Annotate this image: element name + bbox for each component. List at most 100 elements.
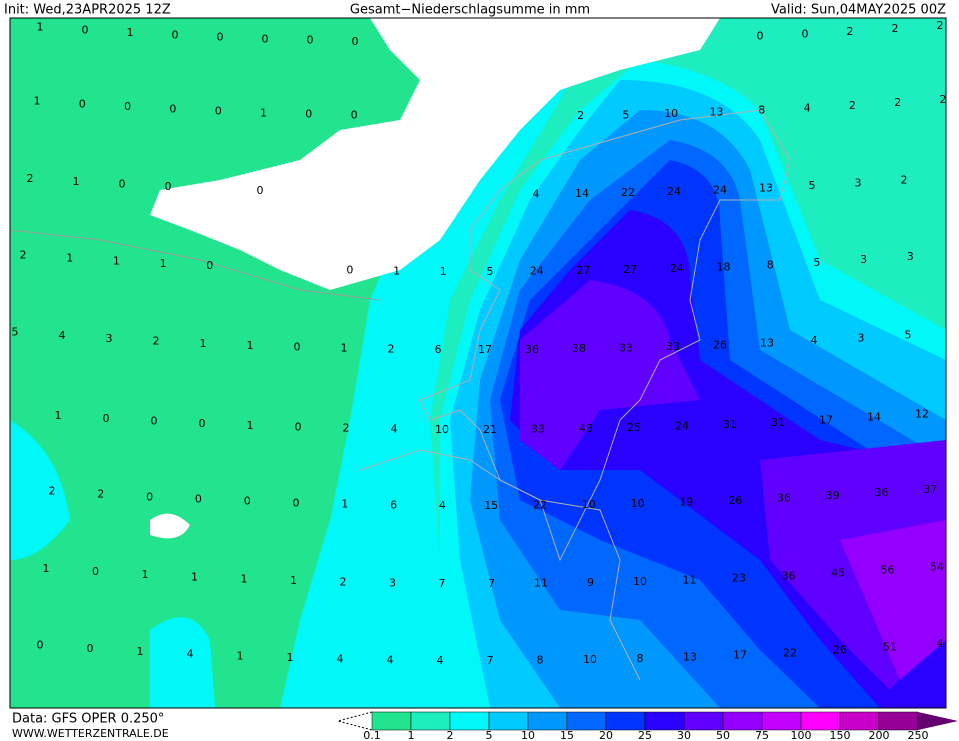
precip-value: 18 [717, 260, 731, 273]
precip-value: 13 [683, 650, 697, 663]
precip-value: 36 [782, 569, 796, 582]
precip-value: 0 [352, 35, 359, 48]
precip-value: 26 [833, 644, 847, 657]
precip-value: 6 [390, 498, 397, 511]
precip-value: 0 [257, 184, 264, 197]
precip-value: 1 [55, 409, 62, 422]
precip-value: 1 [142, 568, 149, 581]
legend-label: 0.1 [363, 729, 381, 741]
precip-value: 4 [391, 422, 398, 435]
precip-value: 0 [802, 28, 809, 41]
precip-value: 5 [622, 108, 629, 121]
precip-value: 0 [82, 24, 89, 37]
precip-value: 0 [92, 565, 99, 578]
precip-value: 36 [525, 343, 539, 356]
map-title: Gesamt−Niederschlagsumme in mm [350, 3, 590, 18]
precip-value: 2 [20, 248, 27, 261]
precip-value: 10 [633, 575, 647, 588]
precip-value: 1 [191, 570, 198, 583]
precip-value: 3 [855, 177, 862, 190]
precip-value: 0 [206, 259, 213, 272]
legend-swatch [878, 711, 919, 731]
precip-value: 27 [623, 263, 637, 276]
precip-value: 5 [12, 326, 19, 339]
precip-value: 7 [488, 577, 495, 590]
legend-swatch [449, 711, 490, 731]
precip-value: 1 [34, 94, 41, 107]
precip-value: 0 [757, 30, 764, 43]
precip-value: 6 [435, 343, 442, 356]
precip-value: 4 [59, 329, 66, 342]
precip-value: 1 [393, 264, 400, 277]
legend-label: 100 [791, 729, 812, 741]
precip-value: 0 [165, 180, 172, 193]
precip-value: 10 [583, 653, 597, 666]
precip-value: 1 [66, 252, 73, 265]
precip-value: 24 [530, 265, 544, 278]
legend-swatch [566, 711, 607, 731]
precip-value: 24 [713, 183, 727, 196]
legend-label: 25 [638, 729, 652, 741]
precip-value: 1 [137, 645, 144, 658]
legend-arrow [918, 712, 958, 730]
precip-value: 37 [923, 483, 937, 496]
precip-value: 2 [340, 575, 347, 588]
legend-label: 1 [408, 729, 415, 741]
precip-value: 13 [759, 181, 773, 194]
precip-value: 17 [478, 343, 492, 356]
precip-value: 2 [894, 96, 901, 109]
website: WWW.WETTERZENTRALE.DE [12, 727, 169, 740]
legend-label: 15 [560, 729, 574, 741]
precip-value: 36 [875, 486, 889, 499]
precip-value: 4 [439, 499, 446, 512]
precip-value: 24 [670, 262, 684, 275]
precip-value: 0 [262, 32, 269, 45]
precip-value: 0 [172, 29, 179, 42]
precip-value: 11 [683, 573, 697, 586]
legend-swatch [527, 711, 568, 731]
map-background [9, 17, 947, 709]
precip-value: 2 [847, 25, 854, 38]
precip-value: 25 [627, 421, 641, 434]
precip-value: 0 [295, 420, 302, 433]
legend-swatch [761, 711, 802, 731]
precip-value: 0 [151, 414, 158, 427]
legend-label: 20 [599, 729, 613, 741]
precip-value: 21 [483, 423, 497, 436]
precip-value: 0 [103, 412, 110, 425]
precip-value: 2 [49, 484, 56, 497]
legend-swatch [839, 711, 880, 731]
precip-value: 0 [37, 639, 44, 652]
legend-swatch [488, 711, 529, 731]
precip-value: 4 [187, 647, 194, 660]
precip-value: 1 [440, 265, 447, 278]
precip-value: 1 [160, 257, 167, 270]
precip-value: 38 [572, 342, 586, 355]
precip-value: 33 [666, 340, 680, 353]
precip-value: 0 [87, 642, 94, 655]
precip-value: 26 [728, 494, 742, 507]
precip-value: 9 [587, 576, 594, 589]
precip-value: 15 [484, 499, 498, 512]
precip-value: 1 [113, 254, 120, 267]
precip-value: 1 [341, 498, 348, 511]
precip-value: 8 [767, 258, 774, 271]
precip-value: 4 [811, 334, 818, 347]
precip-value: 27 [576, 264, 590, 277]
precip-value: 1 [290, 574, 297, 587]
precip-value: 0 [307, 34, 314, 47]
precip-value: 0 [217, 31, 224, 44]
precip-value: 1 [200, 337, 207, 350]
precip-value: 0 [293, 496, 300, 509]
precip-value: 0 [79, 97, 86, 110]
precip-value: 24 [675, 420, 689, 433]
precip-value: 17 [819, 413, 833, 426]
precip-value: 2 [27, 172, 34, 185]
precip-value: 5 [813, 256, 820, 269]
precip-value: 3 [106, 332, 113, 345]
legend-swatch [644, 711, 685, 731]
precip-value: 0 [305, 108, 312, 121]
precip-value: 23 [732, 572, 746, 585]
precip-value: 36 [777, 492, 791, 505]
precip-value: 2 [937, 19, 944, 32]
